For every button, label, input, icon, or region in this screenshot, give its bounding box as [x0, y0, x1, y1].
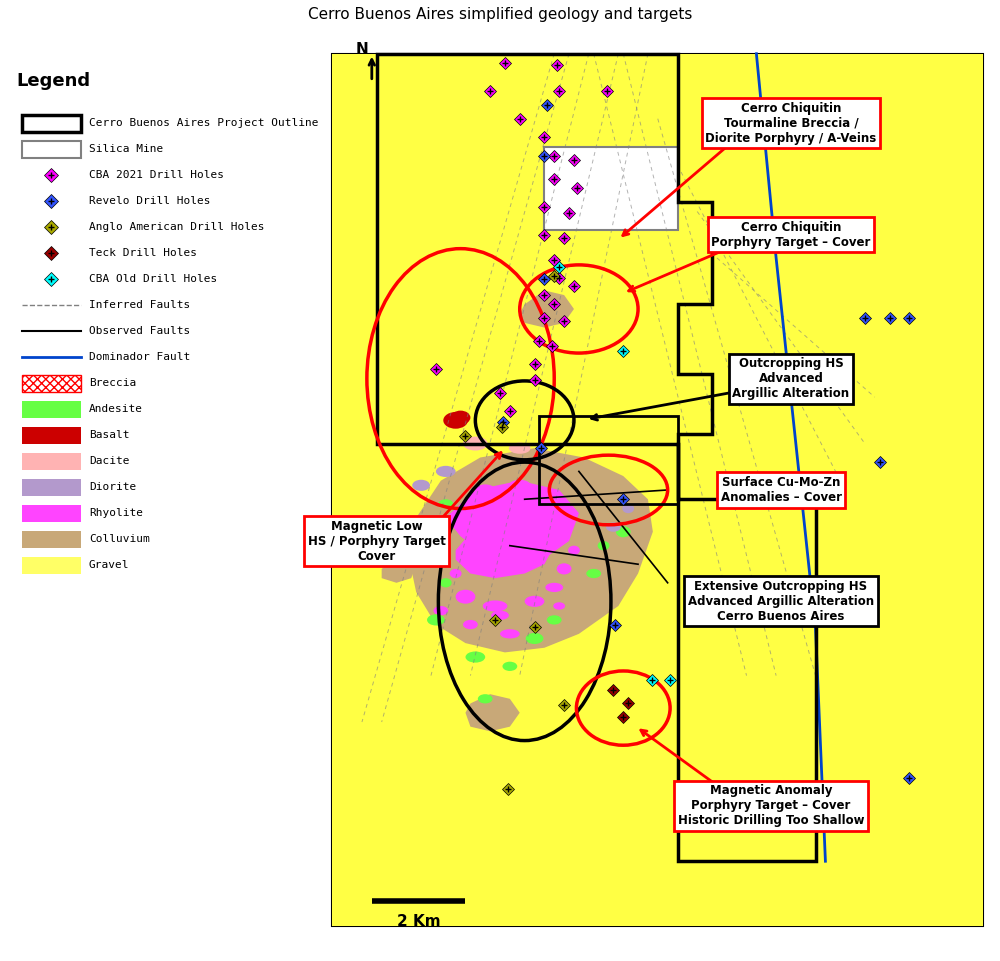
- Text: Extensive Outcropping HS
Advanced Argillic Alteration
Cerro Buenos Aires: Extensive Outcropping HS Advanced Argill…: [688, 579, 874, 623]
- Polygon shape: [332, 54, 983, 926]
- FancyBboxPatch shape: [22, 556, 81, 574]
- Ellipse shape: [557, 563, 571, 575]
- FancyBboxPatch shape: [22, 479, 81, 496]
- FancyBboxPatch shape: [22, 375, 81, 391]
- Polygon shape: [426, 467, 638, 615]
- Bar: [539, 416, 678, 504]
- Title: Cerro Buenos Aires simplified geology and targets: Cerro Buenos Aires simplified geology an…: [308, 7, 692, 22]
- Text: Silica Mine: Silica Mine: [89, 144, 163, 155]
- Text: Observed Faults: Observed Faults: [89, 326, 190, 336]
- Text: Legend: Legend: [17, 72, 91, 90]
- Text: Dominador Fault: Dominador Fault: [89, 353, 190, 362]
- Text: Diorite: Diorite: [89, 482, 136, 492]
- Text: CBA Old Drill Holes: CBA Old Drill Holes: [89, 274, 217, 284]
- Ellipse shape: [427, 614, 445, 626]
- Ellipse shape: [568, 546, 580, 554]
- Ellipse shape: [491, 610, 509, 620]
- Ellipse shape: [616, 527, 631, 537]
- Ellipse shape: [526, 633, 543, 644]
- Polygon shape: [456, 518, 554, 579]
- Text: CBA 2021 Drill Holes: CBA 2021 Drill Holes: [89, 170, 224, 181]
- Ellipse shape: [456, 590, 475, 604]
- Ellipse shape: [465, 652, 485, 663]
- Ellipse shape: [397, 522, 415, 532]
- Text: 2 Km: 2 Km: [397, 914, 440, 929]
- Ellipse shape: [500, 629, 520, 638]
- Ellipse shape: [586, 569, 601, 579]
- Text: Inferred Faults: Inferred Faults: [89, 300, 190, 310]
- Ellipse shape: [440, 579, 452, 587]
- Ellipse shape: [438, 500, 453, 508]
- Text: N: N: [356, 41, 368, 57]
- Ellipse shape: [451, 410, 470, 425]
- Polygon shape: [446, 480, 579, 559]
- Ellipse shape: [509, 443, 531, 454]
- Ellipse shape: [414, 527, 429, 536]
- Ellipse shape: [443, 412, 468, 429]
- Ellipse shape: [463, 436, 488, 451]
- Ellipse shape: [622, 504, 634, 513]
- Polygon shape: [408, 448, 653, 653]
- Polygon shape: [382, 554, 416, 582]
- Text: Gravel: Gravel: [89, 560, 129, 570]
- Polygon shape: [520, 290, 574, 328]
- Text: Basalt: Basalt: [89, 431, 129, 440]
- FancyBboxPatch shape: [22, 427, 81, 444]
- Ellipse shape: [450, 569, 462, 579]
- Bar: [332, 54, 983, 926]
- Text: Cerro Chiquitin
Porphyry Target – Cover: Cerro Chiquitin Porphyry Target – Cover: [711, 221, 871, 249]
- Ellipse shape: [381, 534, 402, 548]
- Ellipse shape: [545, 582, 563, 592]
- Ellipse shape: [547, 615, 562, 625]
- Polygon shape: [465, 694, 520, 731]
- Bar: [544, 146, 678, 230]
- FancyBboxPatch shape: [22, 530, 81, 548]
- Text: Teck Drill Holes: Teck Drill Holes: [89, 248, 197, 259]
- Ellipse shape: [598, 541, 609, 551]
- Text: Dacite: Dacite: [89, 456, 129, 466]
- Ellipse shape: [475, 484, 495, 496]
- Ellipse shape: [433, 606, 448, 615]
- FancyBboxPatch shape: [22, 115, 81, 132]
- Ellipse shape: [483, 601, 507, 611]
- Text: Andesite: Andesite: [89, 405, 143, 414]
- Ellipse shape: [525, 596, 544, 607]
- Text: Rhyolite: Rhyolite: [89, 508, 143, 518]
- FancyBboxPatch shape: [22, 453, 81, 470]
- FancyBboxPatch shape: [22, 505, 81, 522]
- Text: Surface Cu-Mo-Zn
Anomalies – Cover: Surface Cu-Mo-Zn Anomalies – Cover: [721, 476, 842, 504]
- Text: Outcropping HS
Advanced
Argillic Alteration: Outcropping HS Advanced Argillic Alterat…: [732, 357, 849, 400]
- Ellipse shape: [412, 480, 430, 491]
- Ellipse shape: [430, 541, 442, 551]
- Ellipse shape: [606, 523, 621, 531]
- Ellipse shape: [462, 522, 479, 532]
- Ellipse shape: [509, 480, 531, 491]
- Ellipse shape: [537, 523, 552, 531]
- Ellipse shape: [502, 662, 517, 671]
- Text: Magnetic Low
HS / Porphyry Target
Cover: Magnetic Low HS / Porphyry Target Cover: [308, 520, 446, 562]
- FancyBboxPatch shape: [22, 401, 81, 418]
- Ellipse shape: [436, 466, 456, 477]
- Text: Colluvium: Colluvium: [89, 534, 150, 544]
- Text: Anglo American Drill Holes: Anglo American Drill Holes: [89, 222, 264, 233]
- Ellipse shape: [553, 603, 565, 609]
- Text: Magnetic Anomaly
Porphyry Target – Cover
Historic Drilling Too Shallow: Magnetic Anomaly Porphyry Target – Cover…: [678, 784, 864, 827]
- Ellipse shape: [463, 620, 478, 629]
- FancyBboxPatch shape: [22, 141, 81, 158]
- Text: Cerro Chiquitin
Tourmaline Breccia /
Diorite Porphyry / A-Veins: Cerro Chiquitin Tourmaline Breccia / Dio…: [705, 102, 877, 145]
- Text: Breccia: Breccia: [89, 379, 136, 388]
- Text: Cerro Buenos Aires Project Outline: Cerro Buenos Aires Project Outline: [89, 118, 318, 129]
- Text: Revelo Drill Holes: Revelo Drill Holes: [89, 196, 210, 207]
- Ellipse shape: [478, 694, 493, 703]
